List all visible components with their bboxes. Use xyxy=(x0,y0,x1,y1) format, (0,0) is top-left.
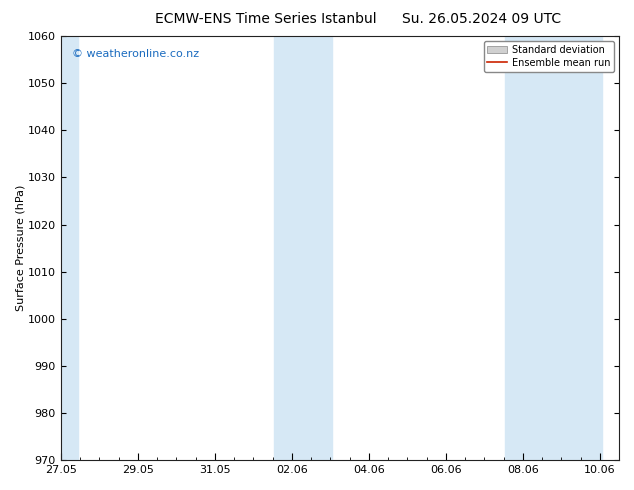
Text: ECMW-ENS Time Series Istanbul: ECMW-ENS Time Series Istanbul xyxy=(155,12,377,26)
Text: © weatheronline.co.nz: © weatheronline.co.nz xyxy=(72,49,199,59)
Y-axis label: Surface Pressure (hPa): Surface Pressure (hPa) xyxy=(15,185,25,311)
Bar xyxy=(505,36,602,460)
Bar xyxy=(275,36,332,460)
Bar xyxy=(59,36,78,460)
Text: Su. 26.05.2024 09 UTC: Su. 26.05.2024 09 UTC xyxy=(403,12,561,26)
Legend: Standard deviation, Ensemble mean run: Standard deviation, Ensemble mean run xyxy=(484,41,614,72)
